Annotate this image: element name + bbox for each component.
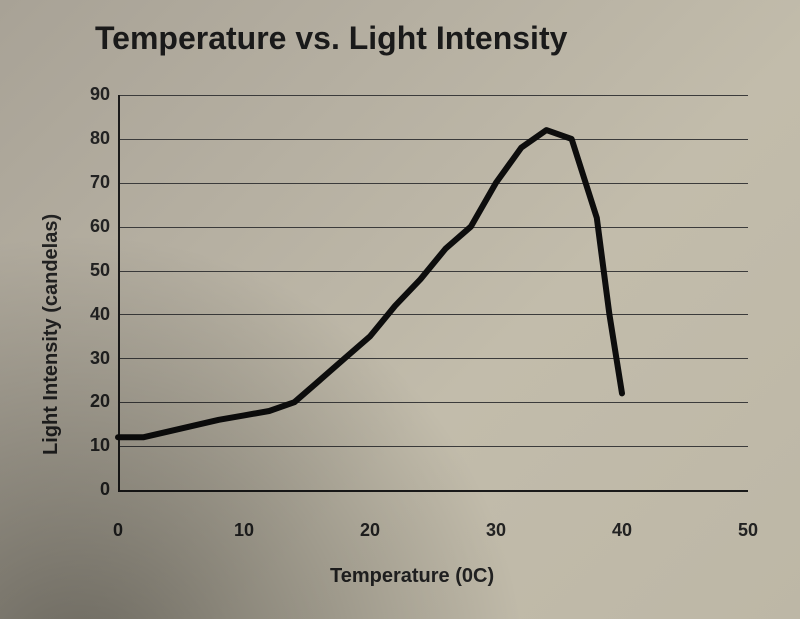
chart-container: Temperature vs. Light Intensity Light In… (0, 0, 800, 619)
data-line (0, 0, 800, 619)
